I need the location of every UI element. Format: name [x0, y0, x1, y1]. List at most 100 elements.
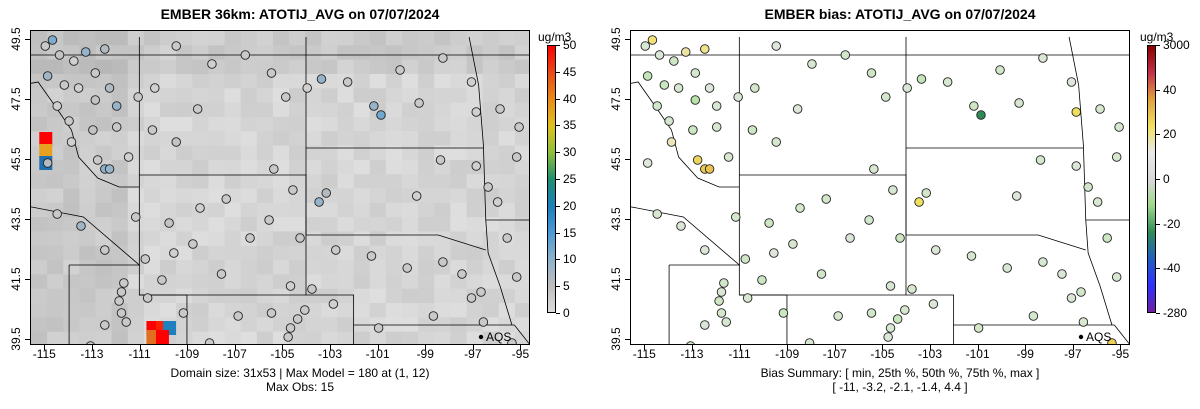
model-grid-cell — [353, 159, 371, 175]
station-marker — [147, 125, 158, 135]
station-marker — [885, 323, 896, 333]
state-border — [514, 324, 529, 344]
model-grid-cell — [240, 102, 258, 118]
model-grid-cell — [272, 202, 290, 218]
model-grid-cell — [514, 88, 529, 104]
colorbar-tick-mark — [556, 232, 560, 234]
station-marker — [704, 164, 715, 174]
model-grid-cell — [111, 88, 129, 104]
model-grid-cell — [272, 45, 290, 61]
model-grid-cell — [466, 145, 484, 161]
model-grid-cell — [208, 131, 226, 147]
model-grid-cell — [482, 45, 500, 61]
model-grid-cell — [240, 145, 258, 161]
model-grid-cell — [143, 274, 161, 290]
model-grid-cell — [418, 88, 435, 104]
station-marker — [914, 197, 924, 207]
model-grid-cell — [514, 303, 529, 318]
station-marker — [733, 92, 743, 102]
x-tick-label: -95 — [511, 347, 530, 361]
aqs-legend-dot — [1078, 334, 1084, 340]
station-marker — [42, 71, 53, 81]
model-hotspot-cell — [155, 330, 169, 344]
model-grid-cell — [305, 231, 322, 247]
model-grid-cell — [369, 274, 387, 290]
station-marker — [976, 110, 986, 120]
model-grid-cell — [111, 59, 129, 75]
model-grid-cell — [192, 159, 209, 175]
station-marker — [169, 248, 179, 258]
station-marker — [314, 197, 324, 207]
station-marker — [1057, 269, 1067, 279]
model-grid-cell — [63, 274, 80, 290]
x-tick-label: -103 — [317, 347, 343, 361]
station-marker — [700, 320, 710, 330]
model-grid-cell — [31, 260, 48, 275]
colorbar-tick-label: 25 — [563, 172, 577, 186]
model-grid-cell — [418, 274, 435, 290]
station-marker — [438, 53, 448, 63]
model-grid-cell — [240, 88, 258, 104]
model-domain-summary: Domain size: 31x53 | Max Model = 180 at … — [170, 366, 430, 380]
model-grid-cell — [353, 217, 371, 232]
model-grid-cell — [95, 331, 113, 344]
station-marker — [700, 245, 710, 255]
station-marker — [1038, 257, 1048, 267]
model-grid-cell — [47, 331, 64, 344]
station-marker — [1092, 197, 1103, 207]
model-grid-cell — [385, 174, 403, 189]
station-marker — [723, 152, 734, 162]
station-marker — [669, 56, 679, 66]
model-grid-cell — [79, 274, 97, 290]
station-marker — [428, 311, 439, 321]
station-marker — [659, 80, 670, 90]
model-grid-cell — [176, 31, 193, 46]
model-grid-cell — [514, 188, 529, 204]
model-grid-cell — [63, 202, 80, 218]
model-grid-cell — [385, 45, 403, 61]
model-grid-cell — [63, 188, 80, 204]
station-marker — [264, 215, 274, 225]
x-tick-mark — [91, 345, 93, 350]
model-grid-cell — [321, 102, 338, 118]
y-tick-mark — [25, 219, 30, 220]
y-tick-mark — [25, 159, 30, 160]
model-grid-cell — [466, 88, 484, 104]
station-marker — [90, 95, 101, 105]
y-tick-mark — [25, 339, 30, 340]
model-grid-cell — [482, 145, 500, 161]
model-grid-cell — [385, 31, 403, 46]
station-marker — [652, 209, 662, 219]
model-grid-cell — [337, 145, 355, 161]
model-grid-cell — [256, 288, 274, 304]
model-grid-cell — [353, 231, 371, 247]
model-grid-cell — [305, 102, 322, 118]
colorbar-tick-label: 15 — [563, 225, 577, 240]
model-grid-cell — [337, 245, 355, 261]
model-grid-cell — [321, 202, 338, 218]
y-tick-mark — [25, 279, 30, 280]
station-marker — [331, 245, 341, 255]
model-grid-cell — [127, 45, 145, 61]
model-grid-cell — [272, 59, 290, 75]
model-grid-cell — [385, 217, 403, 232]
x-tick-mark — [234, 345, 236, 350]
model-grid-cell — [385, 116, 403, 132]
station-marker — [1035, 155, 1046, 165]
model-grid-cell — [514, 331, 529, 344]
model-grid-cell — [434, 88, 451, 104]
model-grid-cell — [369, 31, 387, 46]
x-tick-label: -99 — [416, 347, 434, 361]
model-grid-cell — [466, 245, 484, 261]
x-tick-mark — [472, 345, 474, 350]
model-grid-cell — [482, 274, 500, 290]
model-grid-cell — [272, 188, 290, 204]
x-tick-label: -97 — [464, 347, 482, 361]
model-grid-cell — [111, 260, 129, 275]
model-grid-cell — [176, 260, 193, 275]
station-marker — [792, 104, 803, 114]
model-grid-cell — [208, 88, 226, 104]
model-grid-cell — [256, 88, 274, 104]
model-grid-cell — [450, 73, 467, 89]
model-grid-cell — [434, 59, 451, 75]
